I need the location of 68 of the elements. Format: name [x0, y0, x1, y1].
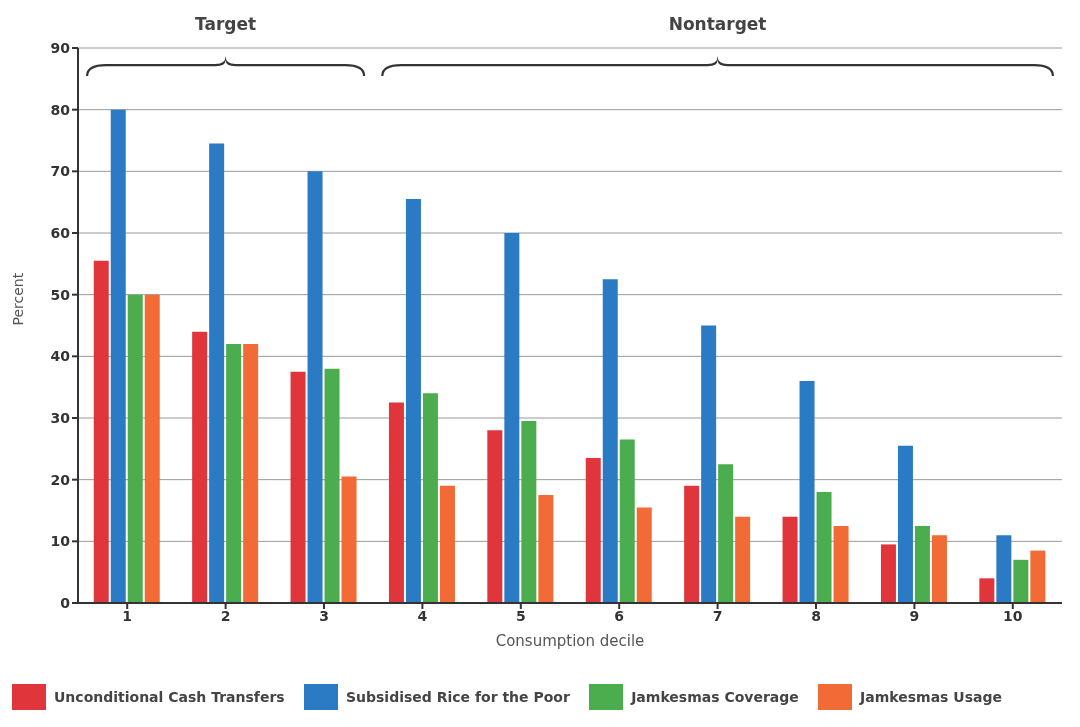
- bar: [388, 402, 404, 603]
- bar: [110, 109, 126, 603]
- bar: [1030, 550, 1046, 603]
- x-tick-label: 5: [515, 607, 526, 624]
- bar: [684, 485, 700, 603]
- y-tick-label: 20: [50, 471, 71, 488]
- bar: [243, 344, 259, 603]
- bar: [405, 199, 421, 603]
- bar: [931, 535, 947, 603]
- bar: [636, 507, 652, 603]
- y-tick-label: 90: [50, 39, 71, 56]
- x-tick-label: 2: [220, 607, 231, 624]
- x-tick-label: 10: [1003, 607, 1023, 624]
- y-tick-label: 30: [50, 409, 71, 426]
- legend-label: Subsidised Rice for the Poor: [345, 689, 570, 705]
- bar: [833, 525, 849, 603]
- bar: [307, 171, 323, 603]
- bar: [192, 331, 208, 603]
- y-tick-label: 50: [50, 286, 71, 303]
- text: Target: [195, 14, 257, 34]
- bar: [521, 421, 537, 603]
- bar: [144, 294, 160, 603]
- bar: [422, 393, 438, 603]
- x-tick-label: 7: [712, 607, 723, 624]
- bar: [290, 371, 306, 603]
- x-axis-title: Consumption decile: [495, 632, 645, 650]
- y-tick-label: 60: [50, 224, 71, 241]
- bar: [226, 344, 242, 603]
- bar: [324, 368, 340, 603]
- y-tick-label: 10: [50, 533, 71, 550]
- bar: [979, 578, 995, 603]
- y-tick-label: 80: [50, 101, 71, 118]
- legend-label: Unconditional Cash Transfers: [54, 689, 285, 705]
- y-tick-label: 0: [60, 594, 71, 611]
- x-tick-label: 1: [122, 607, 133, 624]
- legend-label: Jamkesmas Usage: [860, 689, 1002, 705]
- bar: [880, 544, 896, 603]
- bar: [209, 143, 225, 603]
- bar: [701, 325, 717, 603]
- bar: [439, 485, 455, 603]
- x-tick-label: 8: [811, 607, 821, 624]
- bar: [341, 476, 357, 603]
- bar: [487, 430, 503, 603]
- legend-label: Jamkesmas Coverage: [631, 689, 799, 705]
- y-axis-title: Percent: [9, 272, 26, 326]
- bar: [914, 525, 930, 603]
- bar: [619, 439, 635, 603]
- text: Nontarget: [668, 14, 767, 34]
- bar: [127, 294, 143, 603]
- bar: [718, 464, 734, 603]
- bar: [782, 516, 798, 603]
- y-tick-label: 70: [50, 163, 71, 180]
- bar: [996, 535, 1012, 603]
- bar: [538, 495, 554, 603]
- bar: [1013, 559, 1029, 603]
- x-tick-label: 6: [614, 607, 625, 624]
- bar: [602, 279, 618, 603]
- bar: [735, 516, 751, 603]
- x-tick-label: 3: [319, 607, 329, 624]
- x-tick-label: 9: [909, 607, 920, 624]
- bar: [585, 458, 601, 603]
- bar: [93, 260, 109, 603]
- bar: [504, 233, 520, 603]
- bar: [816, 492, 832, 603]
- bar: [897, 445, 913, 603]
- y-tick-label: 40: [50, 348, 71, 365]
- bar: [799, 381, 815, 603]
- x-tick-label: 4: [417, 607, 428, 624]
